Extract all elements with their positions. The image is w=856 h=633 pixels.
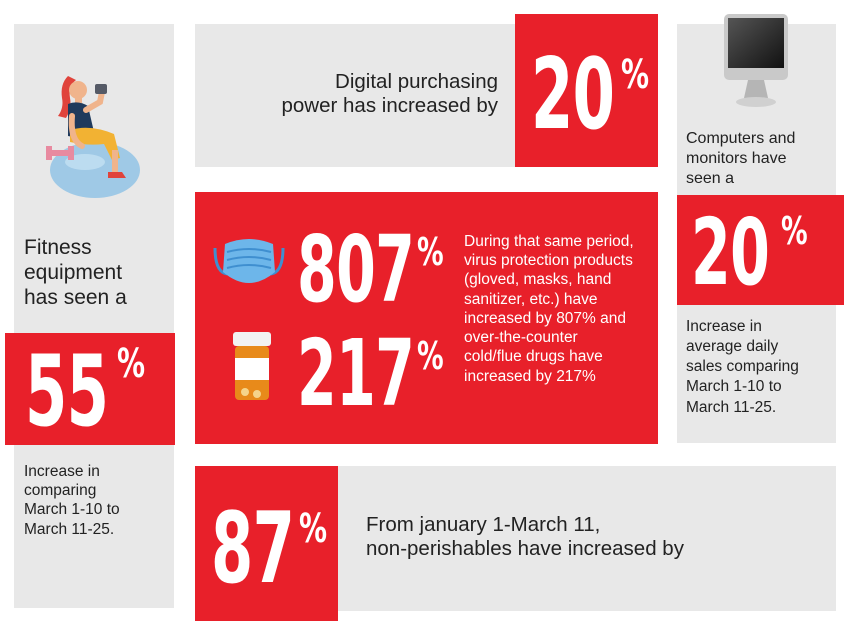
fitness-woman-icon bbox=[46, 76, 140, 198]
fitness-stat-box: 55 % bbox=[5, 333, 175, 449]
digital-panel bbox=[195, 24, 515, 167]
protection-unit-2: % bbox=[417, 334, 444, 378]
digital-heading-line: power has increased by bbox=[281, 94, 498, 118]
fitness-heading: Fitness equipment has seen a bbox=[24, 236, 127, 310]
protection-desc-line: virus protection products bbox=[464, 252, 633, 270]
fitness-heading-line: Fitness bbox=[24, 236, 92, 259]
protection-value-2: 217 bbox=[297, 320, 415, 427]
protection-desc-line: over-the-counter bbox=[464, 329, 578, 347]
nonperish-heading-line: non-perishables have increased by bbox=[366, 537, 684, 561]
computers-desc-line: sales comparing bbox=[686, 358, 799, 376]
digital-heading: Digital purchasing power has increased b… bbox=[195, 70, 498, 118]
fitness-desc-line: Increase in bbox=[24, 463, 100, 480]
nonperish-heading: From january 1-March 11, non-perishables… bbox=[366, 513, 684, 561]
protection-desc-line: increased by 217% bbox=[464, 367, 596, 385]
protection-desc-line: increased by 807% and bbox=[464, 309, 627, 327]
protection-desc-line: (gloved, masks, hand bbox=[464, 271, 612, 289]
digital-heading-line: Digital purchasing bbox=[335, 70, 498, 93]
computers-heading-line: Computers and bbox=[686, 130, 796, 147]
computers-desc-line: average daily bbox=[686, 338, 779, 356]
protection-desc-line: During that same period, bbox=[464, 233, 634, 250]
computers-heading-line: seen a bbox=[686, 169, 735, 187]
computer-monitor-icon bbox=[724, 14, 788, 107]
protection-description: During that same period, virus protectio… bbox=[464, 232, 654, 386]
nonperish-unit: % bbox=[299, 506, 328, 552]
computers-heading: Computers and monitors have seen a bbox=[686, 129, 795, 188]
nonperish-value: 87 bbox=[211, 492, 295, 606]
computers-desc-line: Increase in bbox=[686, 318, 762, 335]
computers-description: Increase in average daily sales comparin… bbox=[686, 317, 799, 418]
fitness-description: Increase in comparing March 1-10 to Marc… bbox=[24, 462, 120, 539]
fitness-panel bbox=[14, 24, 174, 608]
protection-value-1: 807 bbox=[297, 216, 415, 323]
nonperish-heading-line: From january 1-March 11, bbox=[366, 513, 601, 536]
fitness-unit: % bbox=[117, 341, 146, 387]
fitness-desc-line: March 11-25. bbox=[24, 520, 115, 538]
digital-unit: % bbox=[621, 52, 650, 98]
computers-stat-box: 20 % bbox=[677, 195, 844, 306]
fitness-heading-line: equipment bbox=[24, 260, 123, 284]
nonperish-stat-box: 87 % bbox=[195, 466, 338, 621]
computers-heading-line: monitors have bbox=[686, 149, 787, 167]
pill-bottle-icon bbox=[233, 332, 271, 400]
computers-desc-line: March 11-25. bbox=[686, 398, 777, 416]
computers-desc-line: March 1-10 to bbox=[686, 378, 782, 396]
fitness-heading-line: has seen a bbox=[24, 285, 127, 309]
protection-panel: 807 % 217 % During that same period, vir… bbox=[195, 192, 658, 444]
computers-value: 20 bbox=[691, 199, 770, 306]
fitness-value: 55 bbox=[25, 335, 109, 449]
face-mask-icon bbox=[213, 239, 285, 283]
computers-unit: % bbox=[781, 209, 808, 253]
digital-value: 20 bbox=[531, 38, 615, 152]
digital-stat-box: 20 % bbox=[515, 14, 658, 167]
protection-unit-1: % bbox=[417, 230, 444, 274]
protection-desc-line: cold/flue drugs have bbox=[464, 348, 603, 366]
fitness-desc-line: March 1-10 to bbox=[24, 501, 120, 519]
fitness-desc-line: comparing bbox=[24, 482, 97, 500]
protection-desc-line: sanitizer, etc.) have bbox=[464, 290, 598, 308]
